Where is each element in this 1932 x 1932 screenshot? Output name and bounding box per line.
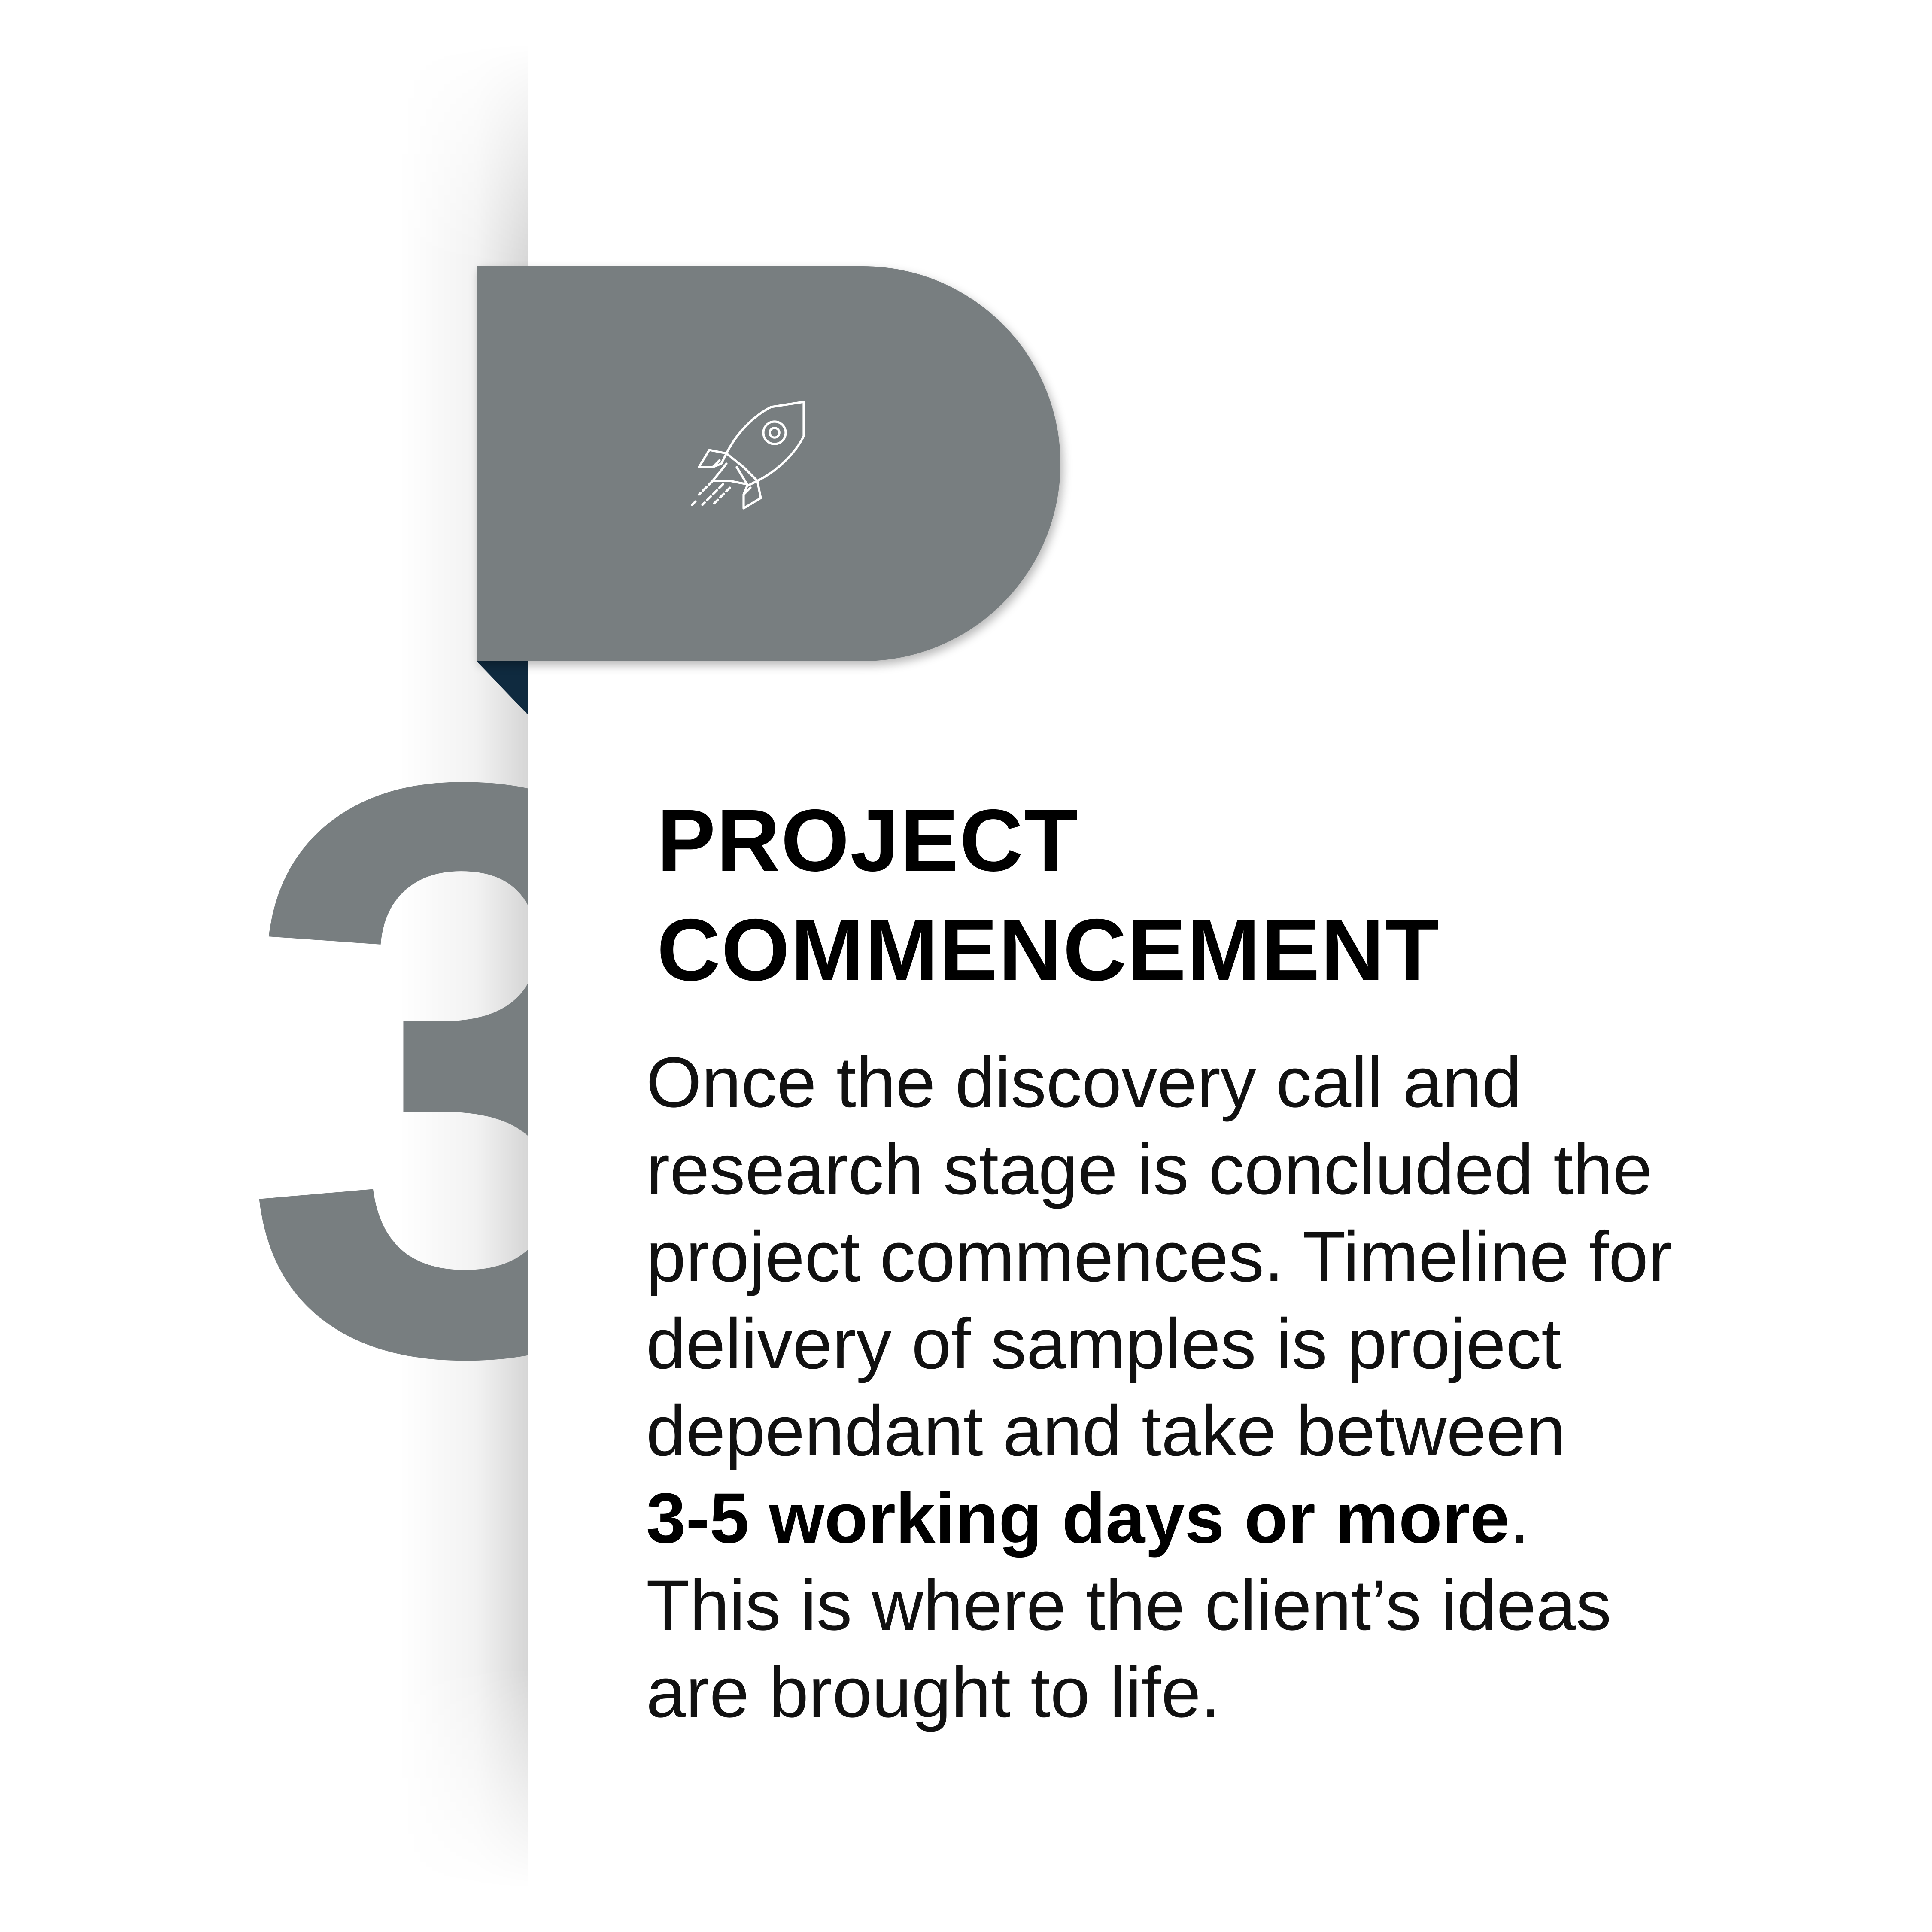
description-line: project commences. Timeline for: [646, 1217, 1672, 1297]
icon-tab: [477, 266, 1060, 661]
description-line: delivery of samples is project: [646, 1304, 1561, 1384]
rocket-icon: [691, 401, 805, 510]
description-text: Once the discovery call and research sta…: [646, 1039, 1719, 1736]
description-line-emphasis: 3-5 working days or more.: [646, 1475, 1719, 1562]
description-line: Once the discovery call and: [646, 1043, 1522, 1122]
title-line-1: PROJECT: [657, 791, 1079, 890]
page-title: PROJECT COMMENCEMENT: [657, 786, 1440, 1005]
step-number-text: 3: [240, 704, 528, 1425]
description-line: are brought to life.: [646, 1653, 1221, 1732]
tab-fold: [477, 661, 528, 715]
title-line-2: COMMENCEMENT: [657, 901, 1440, 999]
description-line: research stage is concluded the: [646, 1130, 1653, 1209]
emphasis-period: .: [1510, 1479, 1530, 1558]
description-line: dependant and take between: [646, 1391, 1566, 1471]
step-number: 3: [240, 704, 528, 1425]
description-line: This is where the client’s ideas: [646, 1566, 1612, 1645]
timeline-emphasis: 3-5 working days or more: [646, 1479, 1510, 1558]
